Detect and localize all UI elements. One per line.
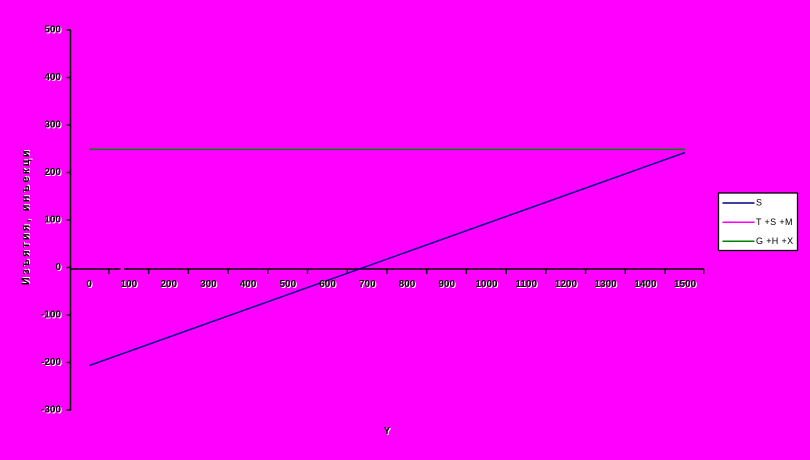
svg-text:-100: -100 [41, 310, 61, 321]
svg-text:1100: 1100 [515, 279, 537, 290]
svg-text:400: 400 [240, 279, 257, 290]
svg-text:T +S +M: T +S +M [756, 217, 793, 227]
svg-text:100: 100 [121, 279, 138, 290]
svg-text:1000: 1000 [475, 279, 498, 290]
svg-text:G +H +X: G +H +X [756, 236, 793, 246]
svg-text:100: 100 [44, 215, 61, 226]
svg-text:1200: 1200 [555, 279, 578, 290]
svg-text:800: 800 [399, 279, 416, 290]
svg-text:Y: Y [384, 426, 391, 437]
svg-text:600: 600 [319, 279, 336, 290]
svg-text:1500: 1500 [674, 279, 697, 290]
svg-text:1300: 1300 [594, 279, 617, 290]
svg-text:S: S [756, 197, 762, 207]
svg-text:700: 700 [359, 279, 376, 290]
svg-text:500: 500 [44, 25, 61, 36]
svg-text:400: 400 [44, 72, 61, 83]
svg-text:900: 900 [438, 279, 455, 290]
svg-text:0: 0 [86, 279, 92, 290]
svg-text:300: 300 [200, 279, 217, 290]
svg-text:-300: -300 [41, 405, 61, 416]
svg-text:Изъятия, инъекци: Изъятия, инъекци [20, 148, 32, 285]
svg-text:500: 500 [279, 279, 296, 290]
svg-text:1400: 1400 [634, 279, 657, 290]
svg-text:200: 200 [44, 167, 61, 178]
svg-text:-200: -200 [41, 357, 61, 368]
svg-text:300: 300 [44, 120, 61, 131]
svg-text:200: 200 [160, 279, 177, 290]
svg-text:0: 0 [55, 262, 61, 273]
